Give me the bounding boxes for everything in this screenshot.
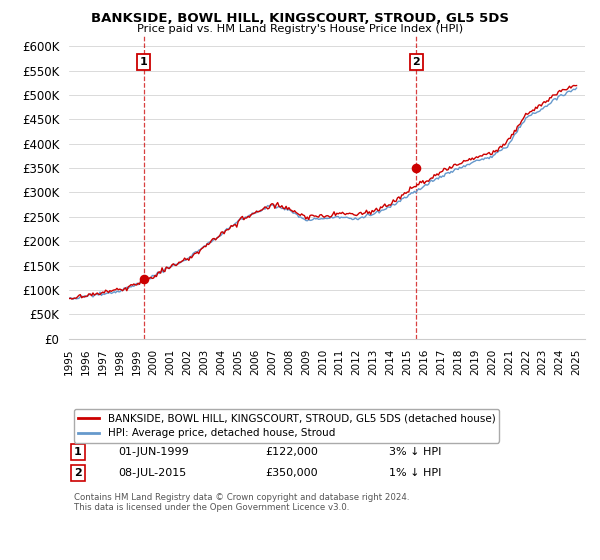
Text: BANKSIDE, BOWL HILL, KINGSCOURT, STROUD, GL5 5DS: BANKSIDE, BOWL HILL, KINGSCOURT, STROUD,… xyxy=(91,12,509,25)
Text: Contains HM Land Registry data © Crown copyright and database right 2024.
This d: Contains HM Land Registry data © Crown c… xyxy=(74,493,410,512)
Text: £350,000: £350,000 xyxy=(265,468,318,478)
Text: 2: 2 xyxy=(412,57,420,67)
Text: 08-JUL-2015: 08-JUL-2015 xyxy=(118,468,186,478)
Text: 3% ↓ HPI: 3% ↓ HPI xyxy=(389,447,441,457)
Text: Price paid vs. HM Land Registry's House Price Index (HPI): Price paid vs. HM Land Registry's House … xyxy=(137,24,463,34)
Text: 1: 1 xyxy=(140,57,148,67)
Text: 2: 2 xyxy=(74,468,82,478)
Text: 1% ↓ HPI: 1% ↓ HPI xyxy=(389,468,441,478)
Text: £122,000: £122,000 xyxy=(265,447,318,457)
Point xyxy=(412,164,421,172)
Text: 1: 1 xyxy=(74,447,82,457)
Legend: BANKSIDE, BOWL HILL, KINGSCOURT, STROUD, GL5 5DS (detached house), HPI: Average : BANKSIDE, BOWL HILL, KINGSCOURT, STROUD,… xyxy=(74,409,499,442)
Text: 01-JUN-1999: 01-JUN-1999 xyxy=(118,447,189,457)
Point xyxy=(139,275,149,284)
